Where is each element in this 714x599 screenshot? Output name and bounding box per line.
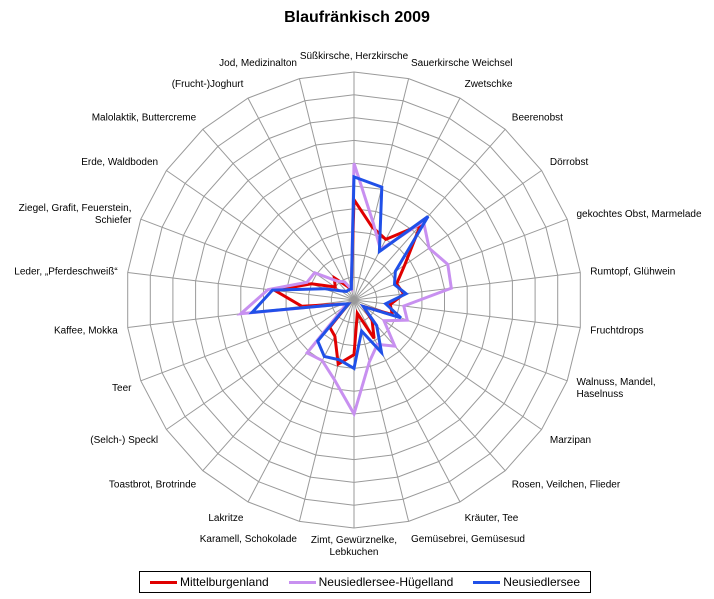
legend-label-mittelburgenland: Mittelburgenland: [179, 575, 269, 589]
category-label: Toastbrot, Brotrinde: [109, 479, 197, 490]
category-label: Malolaktik, Buttercreme: [92, 113, 197, 124]
category-label: Süßkirsche, Herzkirsche: [300, 51, 409, 62]
grid-spoke: [298, 78, 355, 301]
legend-label-neusiedlersee-huegelland: Neusiedlersee-Hügelland: [318, 575, 454, 589]
grid-spoke: [353, 272, 581, 301]
category-label: Fruchtdrops: [590, 326, 643, 337]
category-label: Erde, Waldboden: [81, 157, 158, 168]
grid-spoke: [140, 299, 355, 382]
grid-spoke: [166, 299, 355, 430]
data-series: [236, 162, 453, 418]
legend: Mittelburgenland Neusiedlersee-Hügelland…: [139, 571, 591, 593]
series-line-mittelburgenland: [270, 194, 424, 367]
grid-spoke: [166, 170, 355, 301]
legend-item-mittelburgenland: Mittelburgenland: [149, 575, 269, 589]
category-label: Kaffee, Mokka: [54, 326, 118, 337]
grid-spoke: [247, 97, 355, 301]
category-label: Jod, Medizinalton: [219, 58, 297, 69]
category-label: Lakritze: [208, 513, 243, 524]
legend-swatch-neusiedlersee: [473, 580, 501, 584]
legend-swatch-neusiedlersee-huegelland: [288, 580, 316, 584]
category-label: gekochtes Obst, Marmelade: [577, 209, 702, 220]
category-label: Marzipan: [550, 435, 591, 446]
grid-spoke: [353, 170, 542, 301]
legend-label-neusiedlersee: Neusiedlersee: [503, 575, 580, 589]
category-label: Sauerkirsche Weichsel: [411, 58, 513, 69]
chart-title: Blaufränkisch 2009: [284, 9, 430, 26]
grid-spoke: [353, 97, 461, 301]
category-label: Rumtopf, Glühwein: [590, 267, 675, 278]
grid-spoke: [353, 218, 568, 301]
grid-spoke: [247, 299, 355, 503]
category-label: Rosen, Veilchen, Flieder: [512, 479, 621, 490]
category-label: Walnuss, Mandel, Haselnuss: [577, 377, 656, 400]
category-label: Zwetschke: [465, 79, 513, 90]
legend-item-neusiedlersee-huegelland: Neusiedlersee-Hügelland: [288, 575, 454, 589]
series-line-neusiedlersee-huegelland: [236, 162, 453, 418]
grid-spoke: [140, 218, 355, 301]
category-label: Teer: [112, 383, 132, 394]
grid-spoke: [353, 299, 410, 522]
grid-spoke: [202, 128, 355, 301]
category-label: (Selch-) Speckl: [90, 435, 158, 446]
legend-swatch-mittelburgenland: [149, 580, 177, 584]
series-line-neusiedlersee: [248, 174, 430, 371]
category-label: Kräuter, Tee: [465, 513, 519, 524]
grid-spoke: [353, 128, 506, 301]
legend-item-neusiedlersee: Neusiedlersee: [473, 575, 580, 589]
category-label: Karamell, Schokolade: [200, 534, 298, 545]
category-label: Zimt, Gewürznelke, Lebkuchen: [311, 535, 397, 558]
category-label: Dörrobst: [550, 157, 589, 168]
grid-spoke: [353, 299, 506, 472]
grid-spoke: [127, 272, 355, 301]
category-label: Leder, „Pferdeschweiß“: [14, 267, 117, 278]
radar-grid: [127, 71, 581, 529]
grid-spoke: [298, 299, 355, 522]
category-label: Gemüsebrei, Gemüsesud: [411, 534, 525, 545]
category-label: Ziegel, Grafit, Feuerstein, Schiefer: [19, 203, 132, 226]
category-label: (Frucht-)Joghurt: [172, 79, 244, 90]
category-label: Beerenobst: [512, 113, 563, 124]
